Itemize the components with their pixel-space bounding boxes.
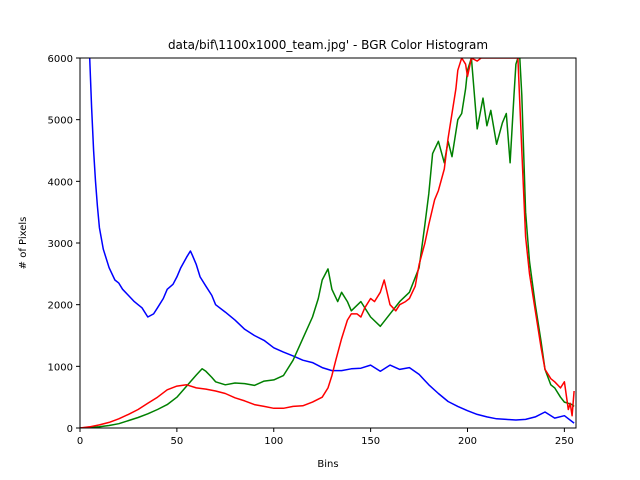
- series-line-1: [80, 58, 575, 428]
- y-tick-label: 1000: [48, 362, 73, 373]
- x-tick-label: 0: [77, 436, 83, 447]
- x-tick-label: 200: [458, 436, 477, 447]
- series-layer: [80, 58, 575, 428]
- y-tick-label: 4000: [48, 177, 73, 188]
- y-axis-label: # of Pixels: [18, 217, 29, 270]
- y-tick-label: 3000: [48, 239, 73, 250]
- series-line-0: [88, 58, 575, 424]
- y-tick-label: 6000: [48, 54, 73, 65]
- x-tick-label: 50: [171, 436, 184, 447]
- y-axis: 0 1000 2000 3000 4000 5000 6000: [48, 54, 80, 435]
- y-tick-label: 5000: [48, 116, 73, 127]
- x-tick-label: 250: [555, 436, 574, 447]
- series-line-2: [80, 58, 575, 428]
- x-axis-label: Bins: [317, 459, 338, 470]
- x-tick-label: 100: [264, 436, 283, 447]
- y-tick-label: 0: [67, 424, 73, 435]
- x-tick-label: 150: [361, 436, 380, 447]
- y-tick-label: 2000: [48, 301, 73, 312]
- chart-title: data/bif\1100x1000_team.jpg' - BGR Color…: [168, 38, 488, 52]
- x-axis: 0 50 100 150 200 250: [77, 428, 574, 447]
